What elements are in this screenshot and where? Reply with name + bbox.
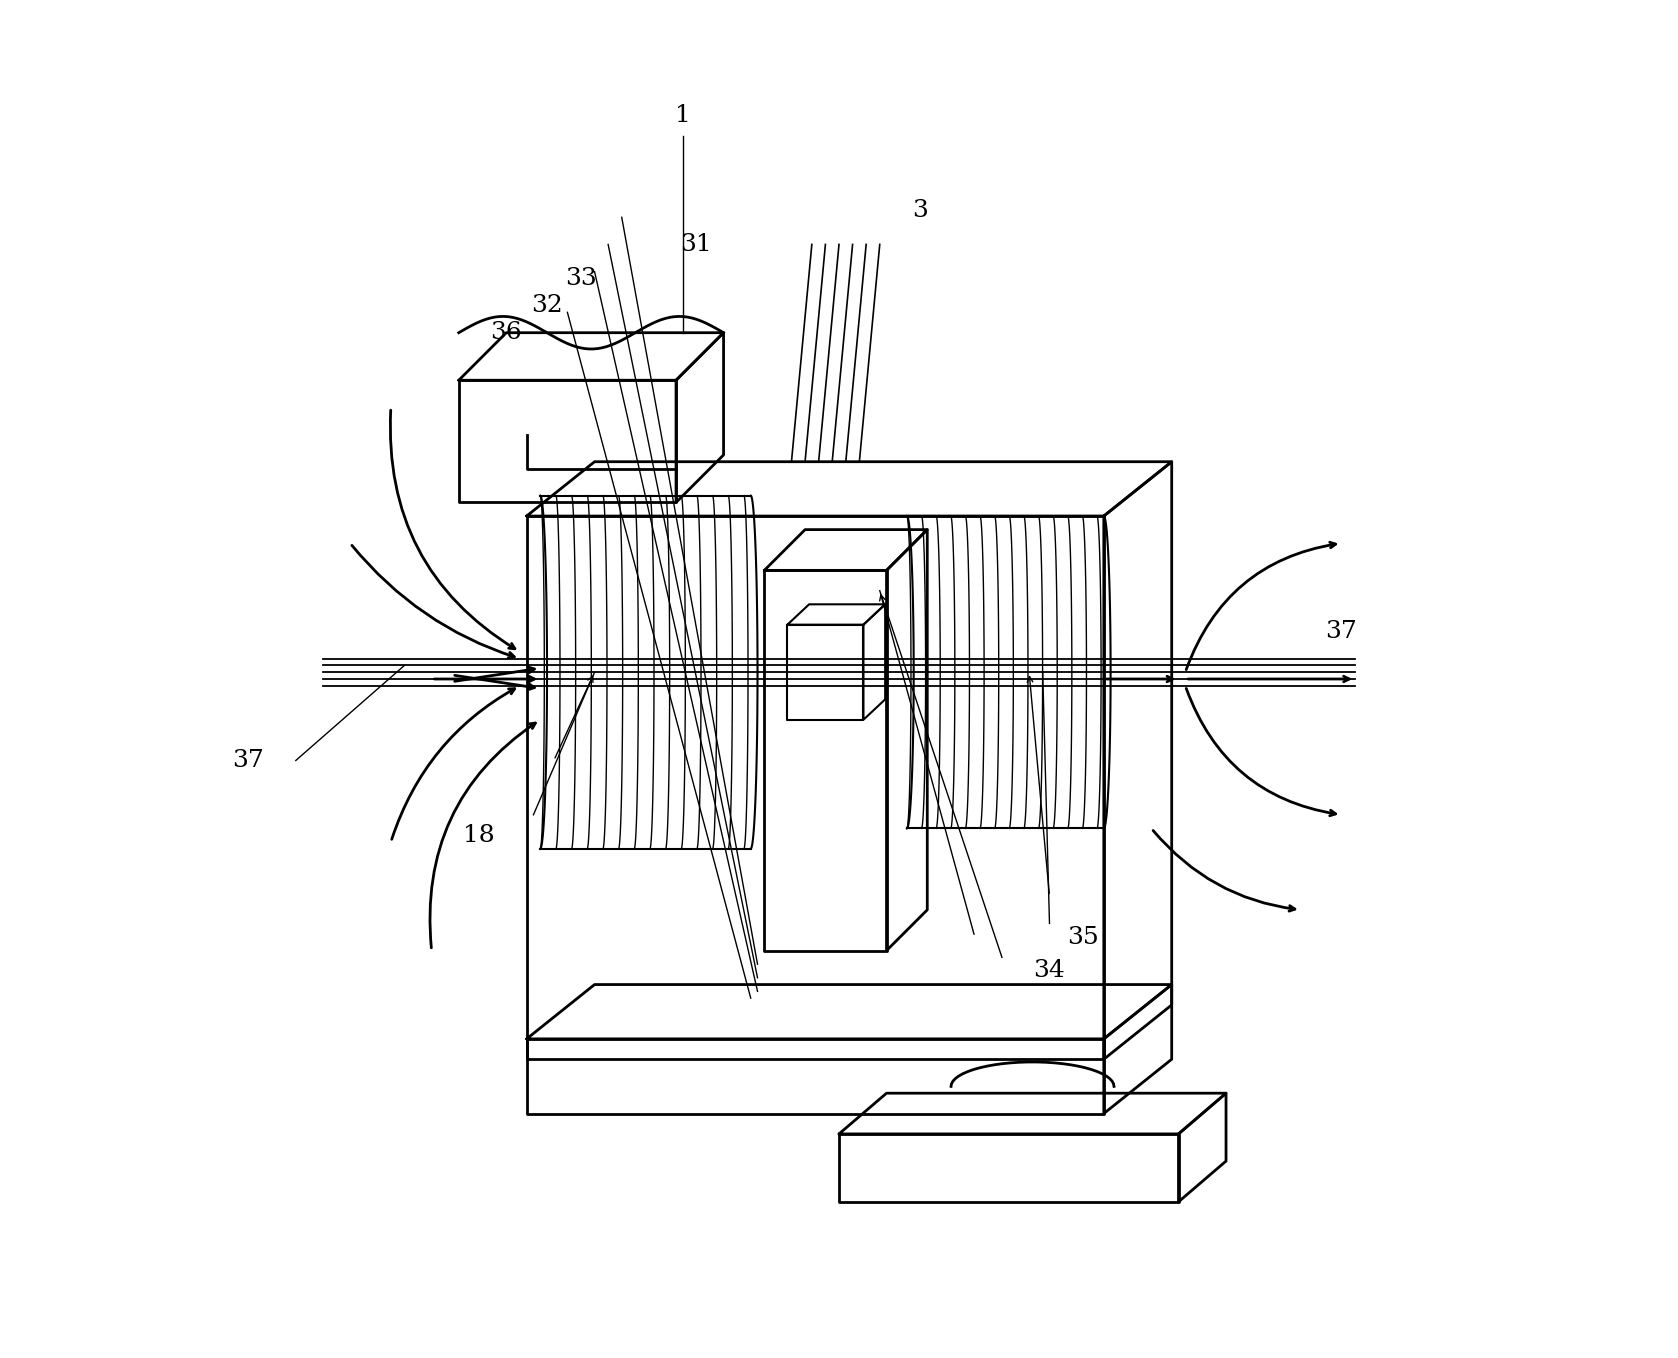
Text: 18: 18 xyxy=(463,824,495,846)
Polygon shape xyxy=(1104,985,1171,1114)
Polygon shape xyxy=(763,530,928,570)
Text: 37: 37 xyxy=(1326,621,1358,642)
Text: 3: 3 xyxy=(913,200,928,221)
Polygon shape xyxy=(886,530,928,951)
Polygon shape xyxy=(527,516,1104,1059)
Text: 1: 1 xyxy=(675,105,691,126)
Polygon shape xyxy=(527,985,1171,1039)
Polygon shape xyxy=(839,1093,1227,1134)
Polygon shape xyxy=(527,1039,1104,1114)
Text: 36: 36 xyxy=(490,322,522,344)
Polygon shape xyxy=(458,380,676,502)
Text: 37: 37 xyxy=(232,750,263,771)
Polygon shape xyxy=(787,625,864,720)
Polygon shape xyxy=(527,462,1171,516)
Polygon shape xyxy=(458,333,723,380)
Text: 34: 34 xyxy=(1034,960,1066,982)
Text: 31: 31 xyxy=(681,234,711,255)
Polygon shape xyxy=(676,333,723,502)
Polygon shape xyxy=(1104,462,1171,1059)
Text: 33: 33 xyxy=(565,268,597,289)
Polygon shape xyxy=(1178,1093,1227,1202)
Polygon shape xyxy=(763,570,886,951)
Polygon shape xyxy=(864,604,886,720)
Polygon shape xyxy=(839,1134,1178,1202)
Text: 35: 35 xyxy=(1067,926,1099,948)
Polygon shape xyxy=(787,604,886,625)
Text: 32: 32 xyxy=(532,295,562,316)
